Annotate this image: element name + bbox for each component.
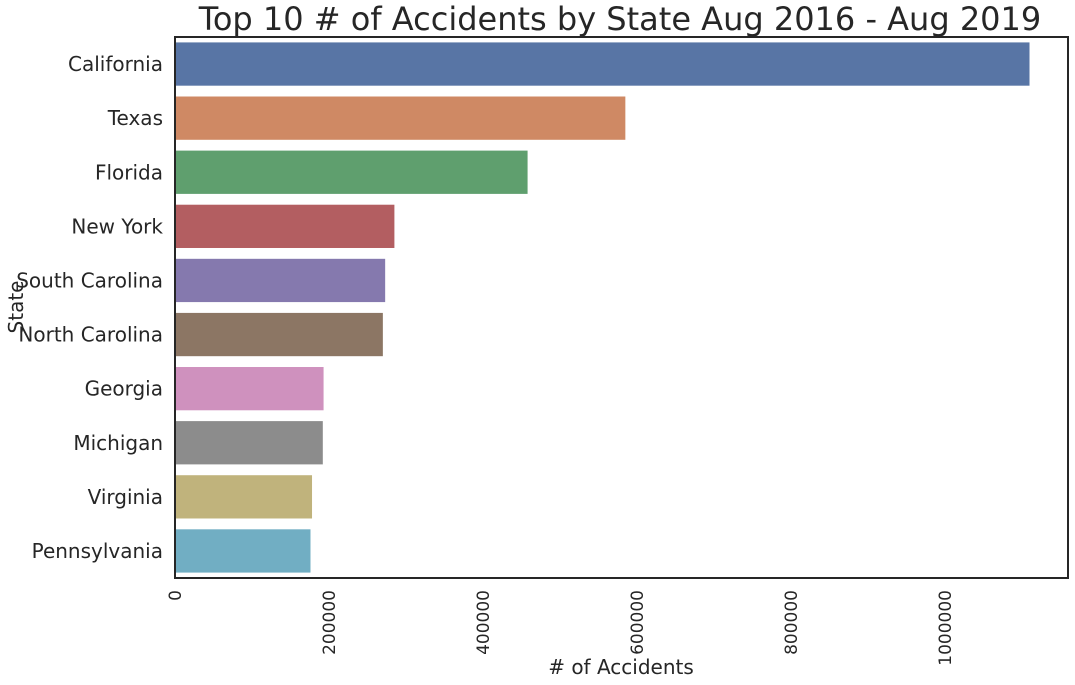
y-tick-labels: California Texas Florida New York South Caro… bbox=[16, 52, 163, 563]
bar-georgia bbox=[175, 367, 324, 411]
plot-frame bbox=[174, 36, 1069, 579]
bar-texas bbox=[175, 96, 626, 140]
x-tick-label: 400000 bbox=[474, 590, 494, 655]
y-tick-label: Texas bbox=[107, 106, 163, 130]
y-tick-label: Pennsylvania bbox=[32, 539, 163, 563]
bars-group bbox=[175, 42, 1030, 573]
y-tick-label: New York bbox=[71, 214, 163, 238]
y-tick-label: North Carolina bbox=[18, 323, 163, 347]
y-tick-label: Georgia bbox=[85, 377, 163, 401]
bar-california bbox=[175, 42, 1030, 86]
y-tick-label: Michigan bbox=[73, 431, 163, 455]
x-tick-label: 0 bbox=[166, 590, 186, 601]
x-tick-label: 1000000 bbox=[936, 590, 956, 666]
x-tick-label: 200000 bbox=[320, 590, 340, 655]
bar-south-carolina bbox=[175, 258, 386, 303]
y-tick-label: South Carolina bbox=[16, 268, 163, 292]
bar-michigan bbox=[175, 421, 323, 465]
bar-virginia bbox=[175, 475, 313, 519]
bar-florida bbox=[175, 150, 528, 194]
x-tick-label: 800000 bbox=[782, 590, 802, 655]
y-tick-label: Virginia bbox=[88, 485, 163, 509]
y-tick-label: California bbox=[68, 52, 163, 76]
x-tick-label: 600000 bbox=[628, 590, 648, 655]
chart-title: Top 10 # of Accidents by State Aug 2016 … bbox=[198, 0, 1042, 38]
bar-north-carolina bbox=[175, 312, 383, 357]
bar-new-york bbox=[175, 204, 395, 248]
x-axis-label: # of Accidents bbox=[548, 655, 694, 679]
bar-pennsylvania bbox=[175, 529, 311, 573]
y-tick-label: Florida bbox=[95, 160, 163, 184]
y-axis-label: State bbox=[4, 281, 28, 334]
x-tick-labels: 0 200000 400000 600000 800000 1000000 bbox=[166, 590, 956, 666]
